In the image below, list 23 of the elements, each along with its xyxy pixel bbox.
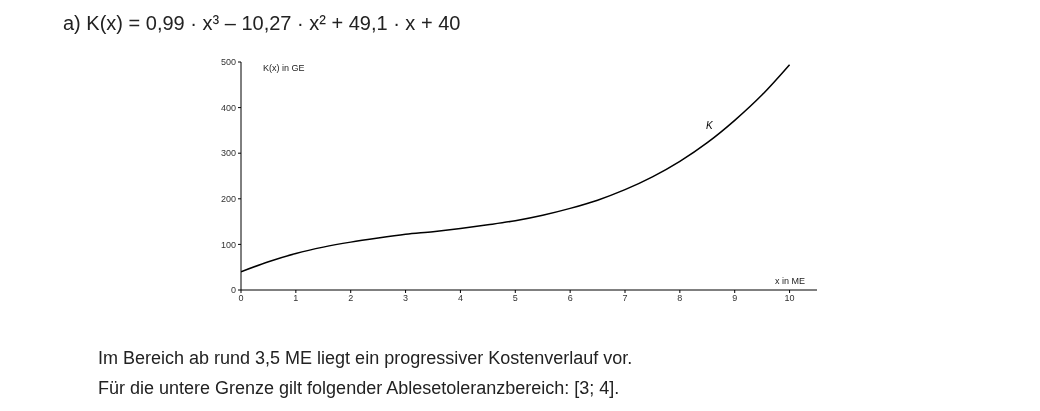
- y-tick-label: 300: [220, 148, 236, 159]
- x-tick-label: 8: [677, 293, 683, 304]
- x-tick-label: 6: [567, 293, 573, 304]
- chart-title: a) K(x) = 0,99 · x³ – 10,27 · x² + 49,1 · x + 40: [63, 12, 461, 35]
- series-label: K: [706, 120, 713, 131]
- x-tick-label: 5: [512, 293, 518, 304]
- x-tick-label: 7: [622, 293, 628, 304]
- y-tick-label: 200: [220, 194, 236, 204]
- x-tick-label: 4: [457, 293, 463, 304]
- x-axis-title: x in ME: [775, 276, 806, 286]
- y-tick-label: 500: [220, 57, 236, 68]
- x-tick-label: 9: [732, 293, 738, 304]
- text: Im Bereich ab rund 3,5 ME liegt ein progressiver Kostenverlauf vor.: [98, 348, 633, 369]
- y-tick-label: 100: [220, 239, 236, 250]
- text: Für die untere Grenze gilt folgender Ablesetoleranzbereich: [3; 4].: [98, 378, 620, 399]
- x-tick-label: 2: [348, 293, 354, 304]
- x-tick-label: 1: [293, 293, 299, 304]
- y-axis-title: K(x) in GE: [263, 63, 305, 73]
- y-tick-label: 400: [220, 102, 236, 113]
- x-tick-label: 0: [238, 293, 244, 304]
- x-tick-label: 10: [784, 293, 795, 304]
- y-tick-label: 0: [230, 285, 236, 296]
- x-tick-label: 3: [403, 293, 409, 304]
